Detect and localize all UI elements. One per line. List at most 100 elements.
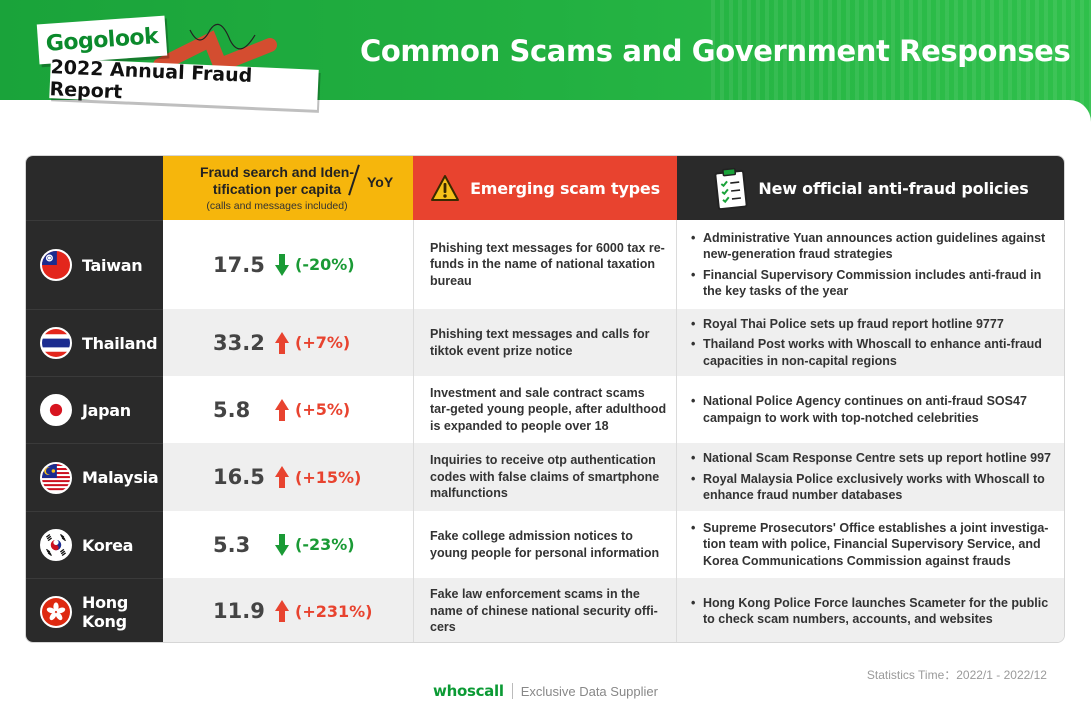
table-row: Hong Kong 11.9 (+231%) Fake law enforcem… bbox=[26, 578, 1064, 642]
country-cell: Malaysia bbox=[26, 443, 163, 511]
search-value: 33.2 bbox=[213, 330, 265, 355]
up-arrow-icon bbox=[275, 600, 289, 622]
footer-supplier: Exclusive Data Supplier bbox=[520, 683, 658, 699]
logo-text: Gogolook bbox=[45, 23, 159, 57]
policy-text: National Police Agency continues on anti… bbox=[703, 394, 1027, 425]
policy-text: Administrative Yuan announces action gui… bbox=[703, 230, 1046, 262]
scam-cell: Investment and sale contract scams tar-g… bbox=[413, 376, 677, 443]
policy-item: • Thailand Post works with Whoscall to en… bbox=[691, 336, 1056, 369]
scam-cell: Phishing text messages and calls for tik… bbox=[413, 309, 677, 376]
policy-cell: • Royal Thai Police sets up fraud report … bbox=[677, 309, 1064, 376]
footer: whoscall Exclusive Data Supplier bbox=[0, 682, 1091, 700]
yoy-change: (-23%) bbox=[295, 535, 355, 554]
country-name: Hong Kong bbox=[82, 592, 129, 631]
scam-text: Phishing text messages and calls for tik… bbox=[430, 327, 650, 358]
policy-text: Hong Kong Police Force launches Scameter… bbox=[703, 595, 1049, 627]
scam-text: Fake law enforcement scams in the name o… bbox=[430, 587, 658, 635]
policy-text: National Scam Response Centre sets up re… bbox=[703, 451, 1052, 466]
down-arrow-icon bbox=[275, 533, 289, 556]
content-panel-top bbox=[0, 100, 1091, 140]
yoy-change: (-20%) bbox=[295, 255, 355, 274]
policy-cell: • National Police Agency continues on ant… bbox=[677, 376, 1064, 443]
table-row: Taiwan 17.5 (-20%) Phishing text message… bbox=[26, 220, 1064, 309]
scam-cell: Fake law enforcement scams in the name o… bbox=[413, 578, 677, 642]
japan-flag-icon bbox=[40, 394, 72, 426]
scam-text: Fake college admission notices to young … bbox=[430, 529, 660, 560]
country-name: Korea bbox=[82, 535, 134, 555]
country-name: Malaysia bbox=[82, 468, 159, 487]
policy-item: • Royal Malaysia Police exclusively works… bbox=[691, 471, 1056, 504]
header-search-line1: Fraud search and Iden- bbox=[199, 164, 355, 180]
search-value: 5.3 bbox=[213, 532, 251, 557]
table-header: Fraud search and Iden- tification per ca… bbox=[26, 156, 1064, 220]
policy-cell: • Administrative Yuan announces action gu… bbox=[677, 220, 1064, 309]
scam-text: Inquiries to receive otp authentication … bbox=[430, 453, 660, 501]
policy-item: • National Police Agency continues on ant… bbox=[691, 393, 1056, 426]
policy-text: Royal Malaysia Police exclusively works … bbox=[703, 471, 1045, 503]
search-value: 5.8 bbox=[213, 397, 251, 422]
statistics-time: Statistics Time：2022/1 - 2022/12 bbox=[866, 668, 1047, 682]
korea-flag-icon bbox=[40, 529, 72, 561]
up-arrow-icon bbox=[275, 331, 289, 354]
country-cell: Thailand bbox=[26, 309, 163, 376]
thailand-flag-icon bbox=[40, 327, 72, 359]
taiwan-flag-icon bbox=[40, 249, 72, 281]
table-row: Malaysia 16.5 (+15%) Inquiries to receiv… bbox=[26, 443, 1064, 511]
yoy-change: (+15%) bbox=[295, 467, 362, 487]
scam-cell: Inquiries to receive otp authentication … bbox=[413, 443, 677, 511]
policy-cell: • Supreme Prosecutors' Office establishes… bbox=[677, 511, 1064, 578]
header-scam-label: Emerging scam types bbox=[470, 178, 660, 198]
country-cell: Korea bbox=[26, 511, 163, 578]
header-search-cell: Fraud search and Iden- tification per ca… bbox=[163, 156, 413, 220]
country-name: Thailand bbox=[82, 333, 158, 353]
header-scam-cell: Emerging scam types bbox=[413, 156, 677, 220]
header-policy-label: New official anti-fraud policies bbox=[758, 178, 1029, 198]
table-row: Korea 5.3 (-23%) Fake college admission … bbox=[26, 511, 1064, 578]
header-country-cell bbox=[26, 156, 163, 220]
policy-cell: • Hong Kong Police Force launches Scamete… bbox=[677, 578, 1064, 642]
down-arrow-icon bbox=[275, 253, 289, 276]
header-policy-cell: New official anti-fraud policies bbox=[677, 156, 1064, 220]
table-row: Japan 5.8 (+5%) Investment and sale cont… bbox=[26, 376, 1064, 443]
page-title: Common Scams and Government Responses bbox=[360, 34, 1071, 68]
scribble-decoration bbox=[153, 23, 277, 75]
up-arrow-icon bbox=[275, 398, 289, 421]
hong-kong-flag-icon bbox=[40, 595, 72, 628]
up-arrow-icon bbox=[275, 466, 289, 488]
search-value: 16.5 bbox=[213, 465, 265, 489]
value-cell: 5.8 (+5%) bbox=[163, 376, 413, 443]
value-cell: 33.2 (+7%) bbox=[163, 309, 413, 376]
country-name: Japan bbox=[82, 400, 131, 420]
policy-item: • Royal Thai Police sets up fraud report … bbox=[691, 316, 1004, 331]
malaysia-flag-icon bbox=[40, 461, 72, 494]
country-cell: Hong Kong bbox=[26, 578, 163, 642]
yoy-change: (+231%) bbox=[295, 601, 373, 621]
scam-cell: Fake college admission notices to young … bbox=[413, 511, 677, 578]
clipboard-checklist-icon bbox=[714, 167, 748, 210]
header-yoy: YoY bbox=[367, 174, 394, 190]
policy-cell: • National Scam Response Centre sets up r… bbox=[677, 443, 1064, 511]
whoscall-logo: whoscall bbox=[433, 682, 504, 700]
header-search-note: (calls and messages included) bbox=[206, 200, 348, 212]
search-value: 11.9 bbox=[213, 599, 265, 623]
value-cell: 5.3 (-23%) bbox=[163, 511, 413, 578]
policy-text: Royal Thai Police sets up fraud report h… bbox=[703, 316, 1004, 331]
warning-icon bbox=[431, 175, 460, 201]
scam-cell: Phishing text messages for 6000 tax re-f… bbox=[413, 220, 677, 309]
scam-text: Phishing text messages for 6000 tax re-f… bbox=[430, 240, 665, 288]
policy-item: • Administrative Yuan announces action gu… bbox=[691, 230, 1056, 263]
table-row: Thailand 33.2 (+7%) Phishing text messag… bbox=[26, 309, 1064, 376]
policy-item: • National Scam Response Centre sets up r… bbox=[691, 451, 1052, 466]
policy-item: • Financial Supervisory Commission includ… bbox=[691, 267, 1056, 300]
policy-text: Thailand Post works with Whoscall to enh… bbox=[703, 337, 1042, 368]
value-cell: 11.9 (+231%) bbox=[163, 578, 413, 642]
scam-text: Investment and sale contract scams tar-g… bbox=[430, 385, 667, 433]
yoy-change: (+5%) bbox=[295, 400, 351, 419]
header-search-line2: tification per capita bbox=[212, 181, 342, 197]
country-cell: Taiwan bbox=[26, 220, 163, 309]
policy-item: • Supreme Prosecutors' Office establishes… bbox=[691, 520, 1056, 570]
value-cell: 16.5 (+15%) bbox=[163, 443, 413, 511]
fraud-table: Fraud search and Iden- tification per ca… bbox=[25, 155, 1065, 643]
footer-divider bbox=[511, 683, 513, 699]
policy-item: • Hong Kong Police Force launches Scamete… bbox=[691, 595, 1056, 628]
